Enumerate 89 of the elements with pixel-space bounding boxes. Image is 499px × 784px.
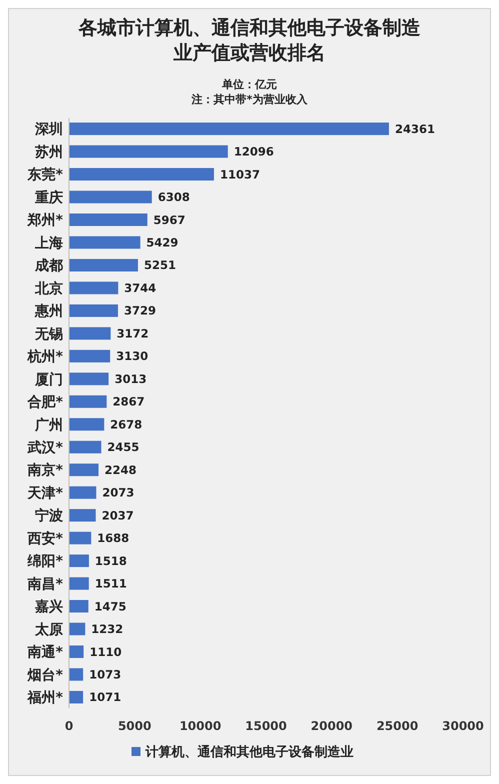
y-tick-label: 厦门 — [34, 370, 63, 388]
bar — [69, 304, 118, 317]
data-label: 5429 — [146, 236, 178, 250]
data-label: 2073 — [102, 486, 134, 500]
data-label: 2455 — [107, 440, 140, 454]
data-label: 12096 — [234, 144, 274, 159]
bar — [69, 258, 138, 272]
bar — [69, 554, 89, 568]
y-tick-label: 南通* — [26, 644, 64, 661]
y-tick-label: 武汉* — [26, 440, 64, 456]
text: 注：其中带*为营业收入 — [190, 93, 308, 106]
bar — [69, 577, 89, 590]
data-label: 2867 — [112, 394, 145, 409]
data-label: 1688 — [97, 531, 130, 546]
bar — [69, 236, 140, 249]
data-label: 1475 — [94, 599, 126, 614]
bar — [69, 350, 110, 362]
x-tick-label: 0 — [64, 719, 74, 733]
data-label: 6308 — [158, 190, 190, 204]
y-tick-label: 深圳 — [34, 122, 63, 138]
y-tick-label: 西安* — [26, 530, 64, 547]
bar — [69, 327, 111, 340]
bar — [69, 372, 109, 386]
bar — [69, 690, 84, 704]
data-label: 3744 — [124, 280, 156, 295]
y-tick-label: 成都 — [34, 258, 63, 274]
bar — [69, 282, 118, 294]
y-tick-label: 郑州* — [26, 212, 64, 229]
data-label: 3172 — [116, 326, 149, 340]
data-label: 3013 — [114, 372, 147, 386]
bar — [69, 395, 107, 408]
data-label: 1232 — [91, 622, 124, 636]
y-tick-label: 太原 — [34, 622, 63, 638]
bar — [69, 600, 88, 613]
data-label: 2037 — [102, 508, 134, 522]
y-tick-label: 宁波 — [35, 507, 63, 524]
legend-label: 计算机、通信和其他电子设备制造业 — [144, 744, 354, 760]
x-tick-label: 25000 — [376, 719, 418, 733]
y-tick-label: 烟台* — [26, 667, 64, 684]
y-tick-label: 绵阳* — [26, 554, 64, 570]
y-tick-label: 福州* — [26, 689, 64, 706]
data-label: 1518 — [94, 554, 127, 568]
x-tick-label: 20000 — [310, 719, 353, 733]
x-tick-label: 10000 — [179, 719, 222, 733]
data-label: 3729 — [124, 304, 156, 318]
y-tick-label: 东莞* — [26, 166, 64, 184]
data-label: 1110 — [90, 644, 122, 659]
bar — [69, 509, 96, 522]
bar — [69, 668, 84, 681]
data-label: 1073 — [89, 667, 122, 682]
y-tick-label: 重庆 — [34, 188, 63, 206]
bar — [69, 145, 228, 158]
y-tick-label: 广州 — [34, 416, 63, 434]
bar — [69, 622, 86, 636]
data-label: 1511 — [94, 576, 127, 591]
bar — [69, 168, 214, 181]
bar — [69, 122, 389, 136]
y-tick-label: 无锡 — [34, 326, 63, 342]
data-label: 2248 — [104, 462, 137, 477]
bar — [69, 213, 148, 226]
data-label: 24361 — [394, 122, 435, 136]
x-tick-label: 30000 — [442, 719, 484, 733]
data-label: 1071 — [89, 690, 122, 704]
bar — [69, 440, 102, 454]
chart-subtitle: 单位：亿元 — [221, 78, 277, 91]
y-tick-label: 惠州 — [34, 304, 63, 320]
bar — [69, 418, 104, 431]
y-tick-label: 合肥* — [26, 394, 64, 411]
y-tick-label: 北京 — [34, 280, 63, 297]
y-tick-label: 南昌* — [26, 576, 64, 592]
y-tick-label: 苏州 — [34, 144, 63, 160]
bar — [69, 645, 84, 658]
x-tick-label: 5000 — [118, 719, 152, 733]
chart-title: 各城市计算机、通信和其他电子设备制造业产值或营收排名 — [78, 17, 422, 64]
data-label: 3130 — [116, 349, 148, 364]
y-tick-label: 上海 — [34, 235, 63, 252]
bar — [69, 190, 152, 204]
x-tick-label: 15000 — [245, 719, 287, 733]
data-label: 11037 — [220, 167, 260, 182]
data-label: 2678 — [110, 417, 142, 432]
bar — [69, 464, 99, 476]
y-tick-label: 杭州* — [26, 348, 64, 366]
y-tick-label: 天津* — [26, 485, 64, 502]
bar — [69, 532, 92, 544]
y-tick-label: 嘉兴 — [35, 598, 63, 616]
data-label: 5251 — [144, 258, 176, 272]
bar — [69, 486, 96, 499]
y-tick-label: 南京* — [26, 462, 64, 479]
data-label: 5967 — [153, 212, 186, 227]
